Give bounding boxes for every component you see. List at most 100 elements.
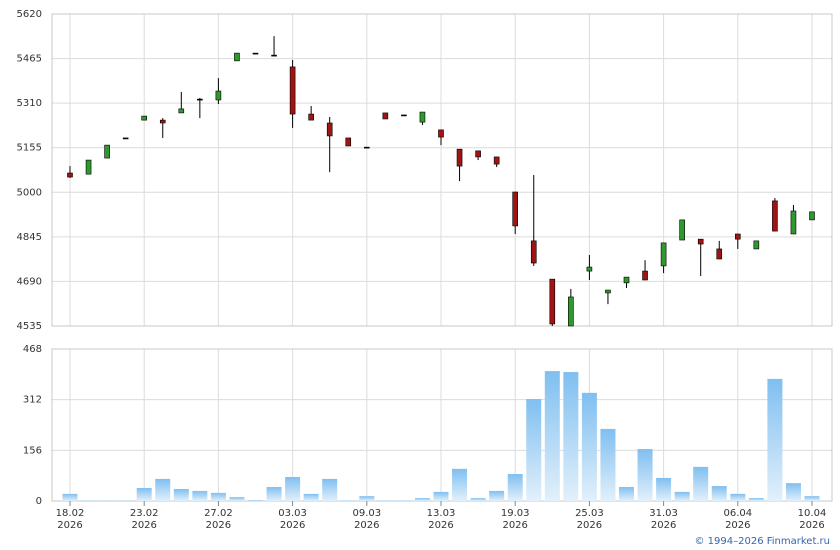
candle-body	[326, 122, 333, 137]
x-tick-label: 27.02 2026	[204, 508, 233, 531]
volume-bar	[322, 478, 338, 501]
candle-body	[382, 112, 389, 120]
candle-body	[178, 108, 185, 114]
candle-body	[734, 233, 741, 240]
y-tick-label: 5155	[17, 143, 42, 154]
candle-body	[586, 266, 593, 272]
y-tick-label: 5000	[17, 187, 42, 198]
volume-bar	[62, 493, 78, 501]
candle-body	[660, 242, 667, 267]
volume-bar	[507, 474, 523, 501]
candle-body	[623, 276, 630, 284]
x-tick-label: 10.04 2026	[797, 508, 827, 531]
volume-bar	[173, 488, 189, 501]
volume-bar	[748, 498, 764, 501]
candle-body	[753, 240, 760, 250]
candle-body	[289, 66, 296, 115]
volume-bar	[192, 490, 208, 501]
y-tick-label: 312	[23, 395, 42, 406]
volume-bar	[637, 449, 653, 501]
y-tick-label: 5465	[17, 54, 42, 65]
volume-bar	[581, 392, 597, 501]
plot-frame	[51, 348, 833, 502]
candle-body	[605, 289, 611, 294]
copyright[interactable]: © 1994–2026 Finmarket.ru	[694, 536, 830, 547]
y-tick-label: 5310	[17, 98, 42, 109]
x-tick-label: 19.03 2026	[500, 508, 530, 531]
y-tick-label: 468	[23, 344, 42, 355]
candle-body	[215, 90, 222, 101]
volume-bar	[711, 486, 727, 501]
volume-bar	[340, 500, 356, 501]
y-tick-label: 0	[36, 496, 42, 507]
volume-bar	[674, 491, 690, 501]
candle-body	[85, 159, 92, 175]
volume-bar	[730, 493, 746, 501]
candle-body	[419, 111, 426, 123]
plot-frame	[51, 13, 833, 327]
volume-bar	[433, 491, 449, 501]
x-tick-label: 18.02 2026	[55, 508, 85, 531]
candle-body	[197, 98, 203, 101]
candle-body	[697, 238, 704, 245]
x-tick-label: 25.03 2026	[575, 508, 604, 531]
candle-body	[308, 113, 314, 121]
volume-bar	[266, 487, 282, 501]
candle-body	[512, 191, 519, 227]
volume-bar	[377, 500, 393, 501]
candle-body	[234, 52, 240, 62]
candle-body	[67, 172, 73, 178]
candle-body	[475, 150, 481, 158]
candle-body	[104, 144, 110, 159]
y-tick-label: 4535	[17, 321, 42, 332]
volume-bar	[600, 428, 616, 501]
volume-bar	[489, 490, 505, 501]
candle-body	[493, 156, 500, 165]
volume-bar	[359, 496, 375, 501]
candle-body	[549, 278, 556, 325]
volume-bar	[656, 477, 672, 501]
candle-body	[252, 52, 259, 55]
volume-bar	[229, 497, 245, 501]
candle-body	[530, 240, 537, 264]
volume-bar	[396, 500, 412, 501]
volume-bar	[155, 478, 171, 501]
volume-bar	[210, 492, 226, 501]
y-tick-label: 4845	[17, 232, 42, 243]
volume-bar	[544, 371, 560, 501]
volume-bar	[619, 487, 634, 501]
candle-body	[401, 114, 407, 117]
volume-bar	[767, 378, 783, 501]
volume-bar	[804, 496, 820, 501]
candle-body	[679, 219, 685, 241]
candle-body	[159, 119, 166, 124]
x-tick-label: 31.03 2026	[649, 508, 678, 531]
volume-bar	[452, 468, 468, 501]
volume-bar	[563, 372, 579, 501]
volume-bar	[248, 500, 263, 501]
y-tick-label: 156	[23, 445, 42, 456]
volume-bar	[285, 476, 301, 501]
x-tick-label: 13.03 2026	[426, 508, 456, 531]
x-tick-label: 03.03 2026	[278, 508, 307, 531]
volume-bar	[526, 399, 542, 501]
volume-bar	[785, 483, 801, 501]
candle-body	[456, 148, 463, 167]
y-tick-label: 4690	[17, 276, 42, 287]
y-tick-label: 5620	[17, 9, 42, 20]
candle-body	[345, 137, 352, 147]
x-tick-label: 06.04 2026	[723, 508, 753, 531]
candle-body	[363, 146, 370, 149]
candle-body	[642, 270, 648, 281]
candle-body	[568, 296, 574, 327]
candle-body	[809, 211, 815, 221]
candle-body	[122, 137, 129, 140]
candle-body	[141, 115, 147, 121]
volume-bar	[136, 488, 152, 501]
volume-bar	[470, 498, 486, 501]
candle-body	[271, 54, 277, 57]
candle-body	[438, 129, 444, 138]
candle-body	[716, 248, 723, 260]
